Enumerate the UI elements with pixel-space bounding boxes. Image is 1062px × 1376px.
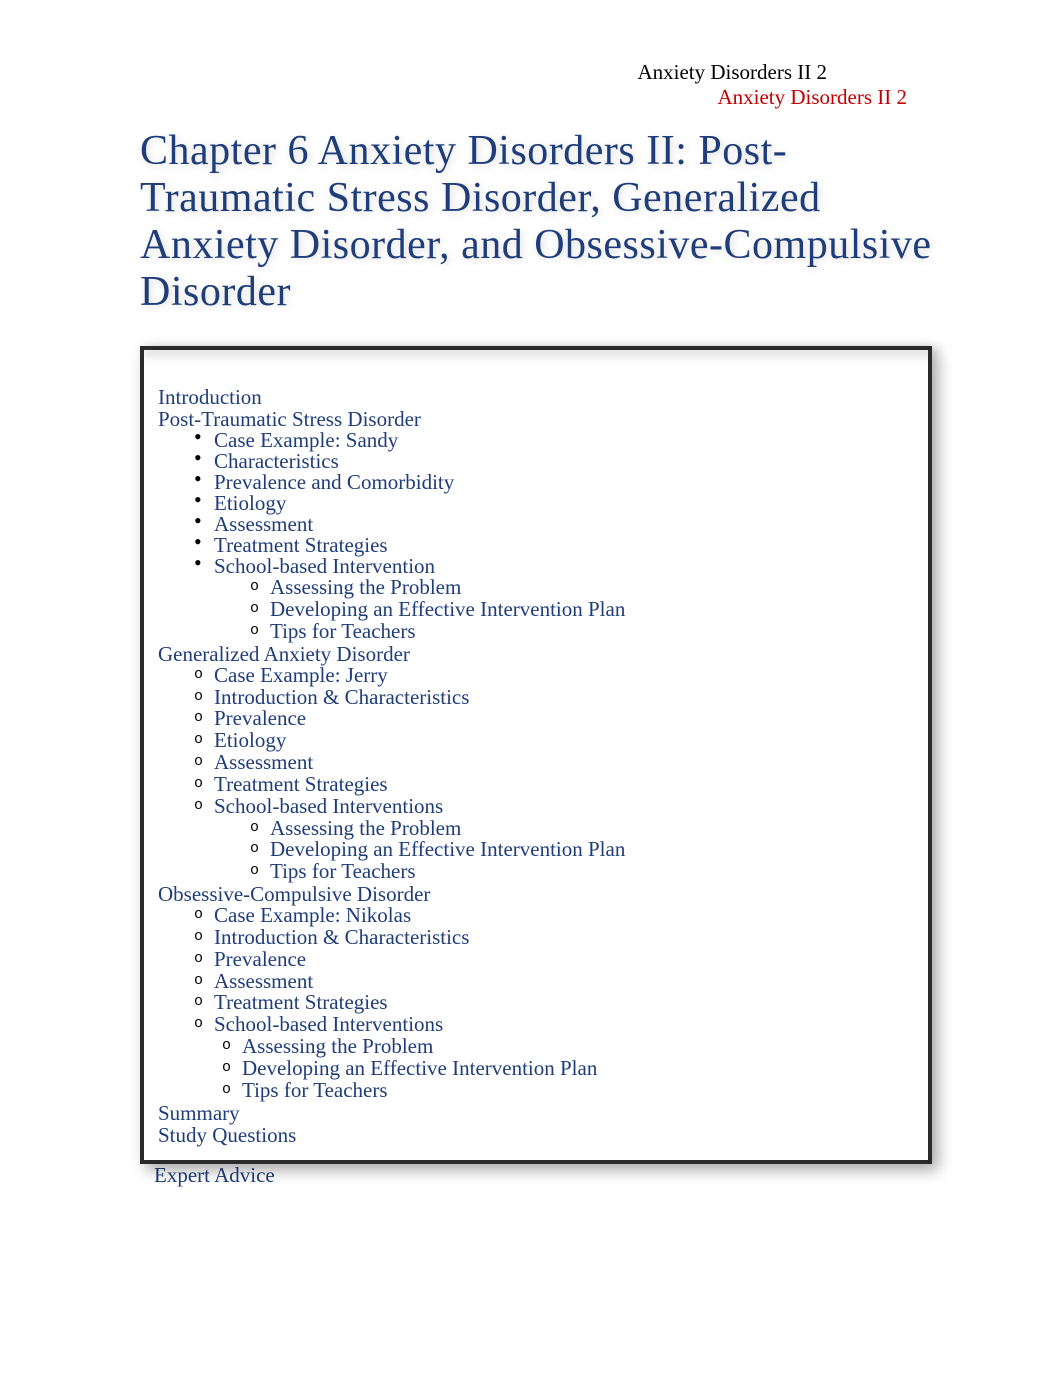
header-red: Anxiety Disorders II 2 — [140, 85, 907, 110]
toc-ptsd[interactable]: Post-Traumatic Stress Disorder — [158, 408, 910, 430]
ocd-item[interactable]: Introduction & Characteristics — [214, 925, 469, 949]
gad-item[interactable]: Case Example: Jerry — [214, 663, 388, 687]
ocd-list: Case Example: Nikolas Introduction & Cha… — [158, 905, 910, 1036]
ocd-item[interactable]: Assessment — [214, 969, 313, 993]
toc-expert-advice[interactable]: Expert Advice — [154, 1164, 932, 1186]
ocd-subitem[interactable]: Assessing the Problem — [242, 1034, 433, 1058]
ocd-item[interactable]: Prevalence — [214, 947, 306, 971]
ocd-subitem[interactable]: Developing an Effective Intervention Pla… — [242, 1056, 597, 1080]
gad-item[interactable]: School-based Interventions — [214, 794, 443, 818]
toc-gad[interactable]: Generalized Anxiety Disorder — [158, 643, 910, 665]
ocd-item[interactable]: School-based Interventions — [214, 1012, 443, 1036]
gad-subitem[interactable]: Tips for Teachers — [270, 859, 416, 883]
gad-subitem[interactable]: Assessing the Problem — [270, 816, 461, 840]
gad-item[interactable]: Assessment — [214, 750, 313, 774]
chapter-title: Chapter 6 Anxiety Disorders II: Post-Tra… — [140, 128, 932, 316]
toc-study-questions[interactable]: Study Questions — [158, 1124, 910, 1146]
ptsd-subitem[interactable]: Developing an Effective Intervention Pla… — [270, 597, 625, 621]
header-black: Anxiety Disorders II 2 — [140, 60, 827, 85]
ocd-item[interactable]: Case Example: Nikolas — [214, 903, 411, 927]
ocd-item[interactable]: Treatment Strategies — [214, 990, 388, 1014]
gad-item[interactable]: Introduction & Characteristics — [214, 685, 469, 709]
toc-summary[interactable]: Summary — [158, 1102, 910, 1124]
ptsd-sublist: Assessing the Problem Developing an Effe… — [158, 577, 910, 642]
document-page: Anxiety Disorders II 2 Anxiety Disorders… — [0, 0, 1062, 1246]
ocd-sublist: Assessing the Problem Developing an Effe… — [158, 1036, 910, 1101]
gad-list: Case Example: Jerry Introduction & Chara… — [158, 665, 910, 818]
toc-introduction[interactable]: Introduction — [158, 386, 910, 408]
ocd-subitem[interactable]: Tips for Teachers — [242, 1078, 388, 1102]
ptsd-subitem[interactable]: Tips for Teachers — [270, 619, 416, 643]
gad-item[interactable]: Prevalence — [214, 706, 306, 730]
toc-ocd[interactable]: Obsessive-Compulsive Disorder — [158, 883, 910, 905]
gad-item[interactable]: Treatment Strategies — [214, 772, 388, 796]
ptsd-subitem[interactable]: Assessing the Problem — [270, 575, 461, 599]
ptsd-list: Case Example: Sandy Characteristics Prev… — [158, 430, 910, 577]
gad-subitem[interactable]: Developing an Effective Intervention Pla… — [270, 837, 625, 861]
gad-sublist: Assessing the Problem Developing an Effe… — [158, 818, 910, 883]
table-of-contents: Introduction Post-Traumatic Stress Disor… — [140, 346, 932, 1164]
gad-item[interactable]: Etiology — [214, 728, 286, 752]
